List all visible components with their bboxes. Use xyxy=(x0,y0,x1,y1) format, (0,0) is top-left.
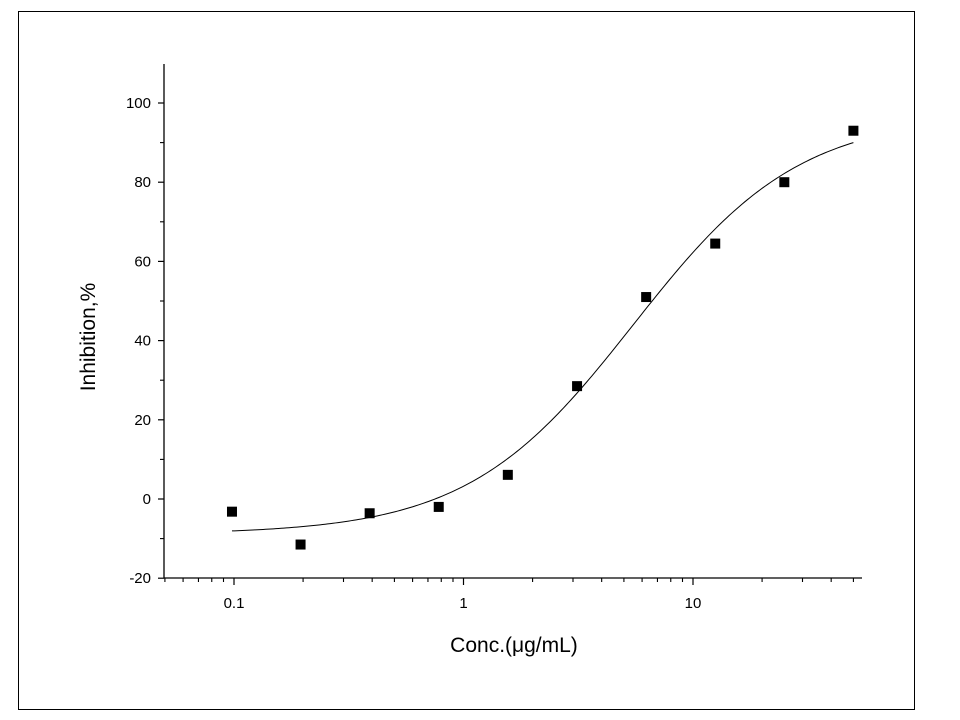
x-axis-title: Conc.(μg/mL) xyxy=(450,634,578,657)
y-tick-label: 40 xyxy=(134,333,151,350)
x-ticks: 0.1 1 10 xyxy=(164,578,854,612)
data-point xyxy=(502,469,513,480)
y-tick-label: 80 xyxy=(134,174,151,191)
y-axis-title: Inhibition,% xyxy=(77,283,100,392)
y-tick-label: 60 xyxy=(134,253,151,270)
data-points xyxy=(226,125,859,550)
figure-frame xyxy=(18,11,915,710)
axes xyxy=(163,64,862,579)
data-point xyxy=(710,238,721,249)
y-ticks: -20 0 20 40 60 80 100 xyxy=(126,95,164,587)
data-point xyxy=(848,125,859,136)
data-point xyxy=(364,508,375,519)
data-point xyxy=(641,292,652,303)
y-tick-label: 100 xyxy=(126,95,151,112)
y-tick-label: 0 xyxy=(143,491,151,508)
fit-curve xyxy=(231,142,854,532)
data-point xyxy=(295,539,306,550)
data-point xyxy=(779,177,790,188)
x-tick-label: 10 xyxy=(685,595,702,612)
data-point xyxy=(572,381,583,392)
x-tick-label: 1 xyxy=(459,595,467,612)
data-point xyxy=(433,501,444,512)
y-tick-label: 20 xyxy=(134,412,151,429)
y-tick-label: -20 xyxy=(129,570,151,587)
data-point xyxy=(226,506,237,517)
x-tick-label: 0.1 xyxy=(224,595,245,612)
